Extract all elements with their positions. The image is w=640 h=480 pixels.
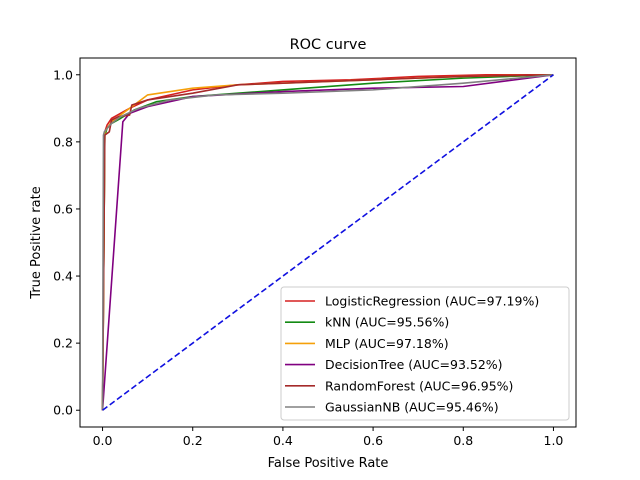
axes-frame xyxy=(79,57,577,428)
series-line-3 xyxy=(101,73,554,411)
legend: LogisticRegression (AUC=97.19%) kNN (AUC=… xyxy=(280,286,570,421)
x-tick-label: 0.0 xyxy=(93,433,113,448)
series-line-0 xyxy=(101,73,554,411)
series-line-5 xyxy=(101,73,554,411)
chance-diagonal-line xyxy=(102,74,554,411)
y-tick-label: 1.0 xyxy=(53,67,73,82)
y-tick-label: 0.0 xyxy=(53,403,73,418)
legend-entry-label: kNN (AUC=95.56%) xyxy=(325,315,449,330)
legend-frame xyxy=(280,286,570,421)
y-tick-label: 0.2 xyxy=(53,336,73,351)
x-axis-label: False Positive Rate xyxy=(268,456,389,471)
y-axis-label: True Positive rate xyxy=(29,186,44,299)
legend-entry-label: LogisticRegression (AUC=97.19%) xyxy=(325,294,539,309)
x-tick-label: 1.0 xyxy=(544,433,564,448)
chart-title: ROC curve xyxy=(290,37,367,53)
legend-entry-label: DecisionTree (AUC=93.52%) xyxy=(325,357,503,372)
legend-entry-label: RandomForest (AUC=96.95%) xyxy=(325,378,513,393)
y-tick-label: 0.4 xyxy=(53,269,73,284)
legend-entry-label: GaussianNB (AUC=95.46%) xyxy=(325,400,499,415)
x-tick-label: 0.6 xyxy=(363,433,383,448)
x-tick-label: 0.2 xyxy=(183,433,203,448)
y-tick-label: 0.8 xyxy=(53,134,73,149)
y-tick-label: 0.6 xyxy=(53,201,73,216)
x-tick-label: 0.8 xyxy=(453,433,473,448)
ticks-layer: 0.0 0.2 0.4 0.6 0.8 1.0 0.0 0.2 0.4 0.6 0.8 1.0 xyxy=(53,67,563,448)
series-layer xyxy=(101,73,554,411)
x-tick-label: 0.4 xyxy=(273,433,293,448)
legend-entry-label: MLP (AUC=97.18%) xyxy=(325,336,449,351)
